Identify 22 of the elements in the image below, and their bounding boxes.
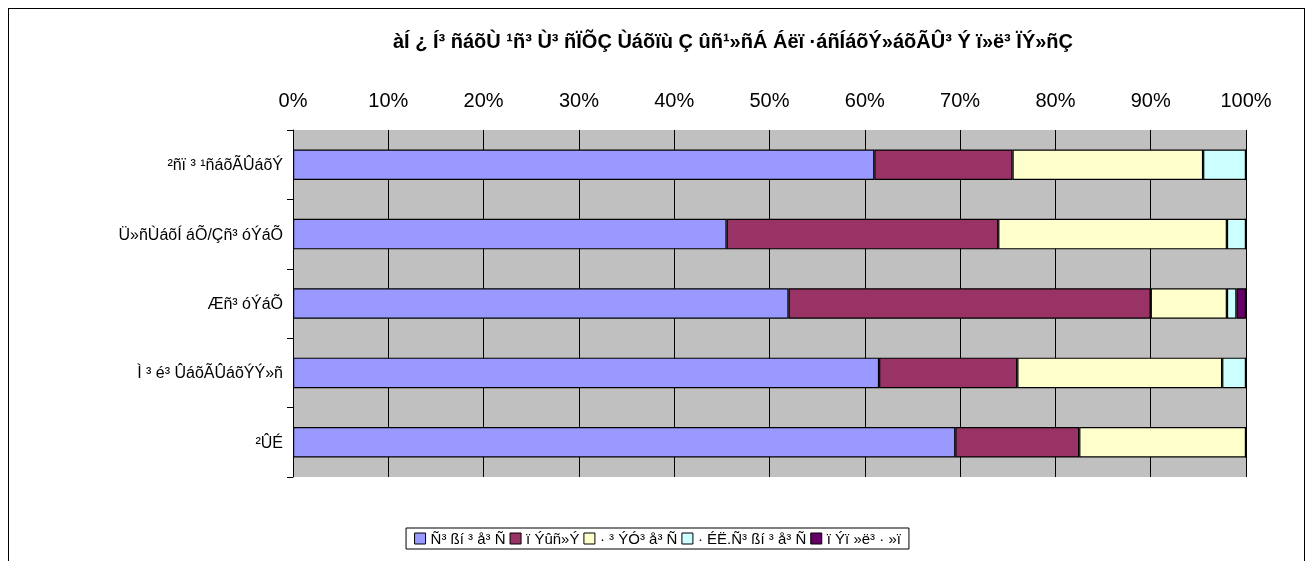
y-tick-label: Ì ³ é³ ÛáõÃÛáõÝÝ»ñ <box>137 362 283 382</box>
x-tick-label: 40% <box>654 89 695 111</box>
x-tick-label: 10% <box>368 89 409 111</box>
x-tick-label: 20% <box>463 89 504 111</box>
x-tick-label: 70% <box>940 89 981 111</box>
chart-title: àÍ ¿ Í³ ñáõÙ ¹ñ³ Ù³ ñÏÕÇ Ùáõïù Ç ûñ¹»ñÁ Áëï ·áñÍáõÝ»áõÃÛ³ Ý ï»ë³ ÏÝ»ñÇ <box>392 29 1074 52</box>
x-tick-label: 80% <box>1035 89 1076 111</box>
x-tick-label: 50% <box>749 89 790 111</box>
x-tick-label: 60% <box>844 89 886 111</box>
y-tick-label: Æñ³ óÝáÕ <box>207 293 283 312</box>
x-tick-label: 0% <box>278 89 308 111</box>
y-tick-label: ²ÛÉ <box>255 432 283 451</box>
y-tick-label: Ü»ñÙáõÍ áÕ/Çñ³ óÝáÕ <box>118 223 283 243</box>
x-tick-label: 30% <box>558 89 600 111</box>
legend-label: Ñ³ ßí ³ å³ Ñ <box>430 530 506 547</box>
legend-label: ï Ýï »ë³ · »ï <box>826 530 902 547</box>
x-tick-label: 100% <box>1220 89 1272 111</box>
y-tick-label: ²ñï ³ ¹ñáõÃÛáõÝ <box>167 154 284 174</box>
x-tick-label: 90% <box>1130 89 1171 111</box>
legend-label: · ÉË.Ñ³ ßí ³ å³ Ñ <box>697 530 807 547</box>
legend-label: · ³ ÝÓ³ å³ Ñ <box>599 530 678 547</box>
legend-label: ï Ýûñ»Ý <box>526 530 580 547</box>
